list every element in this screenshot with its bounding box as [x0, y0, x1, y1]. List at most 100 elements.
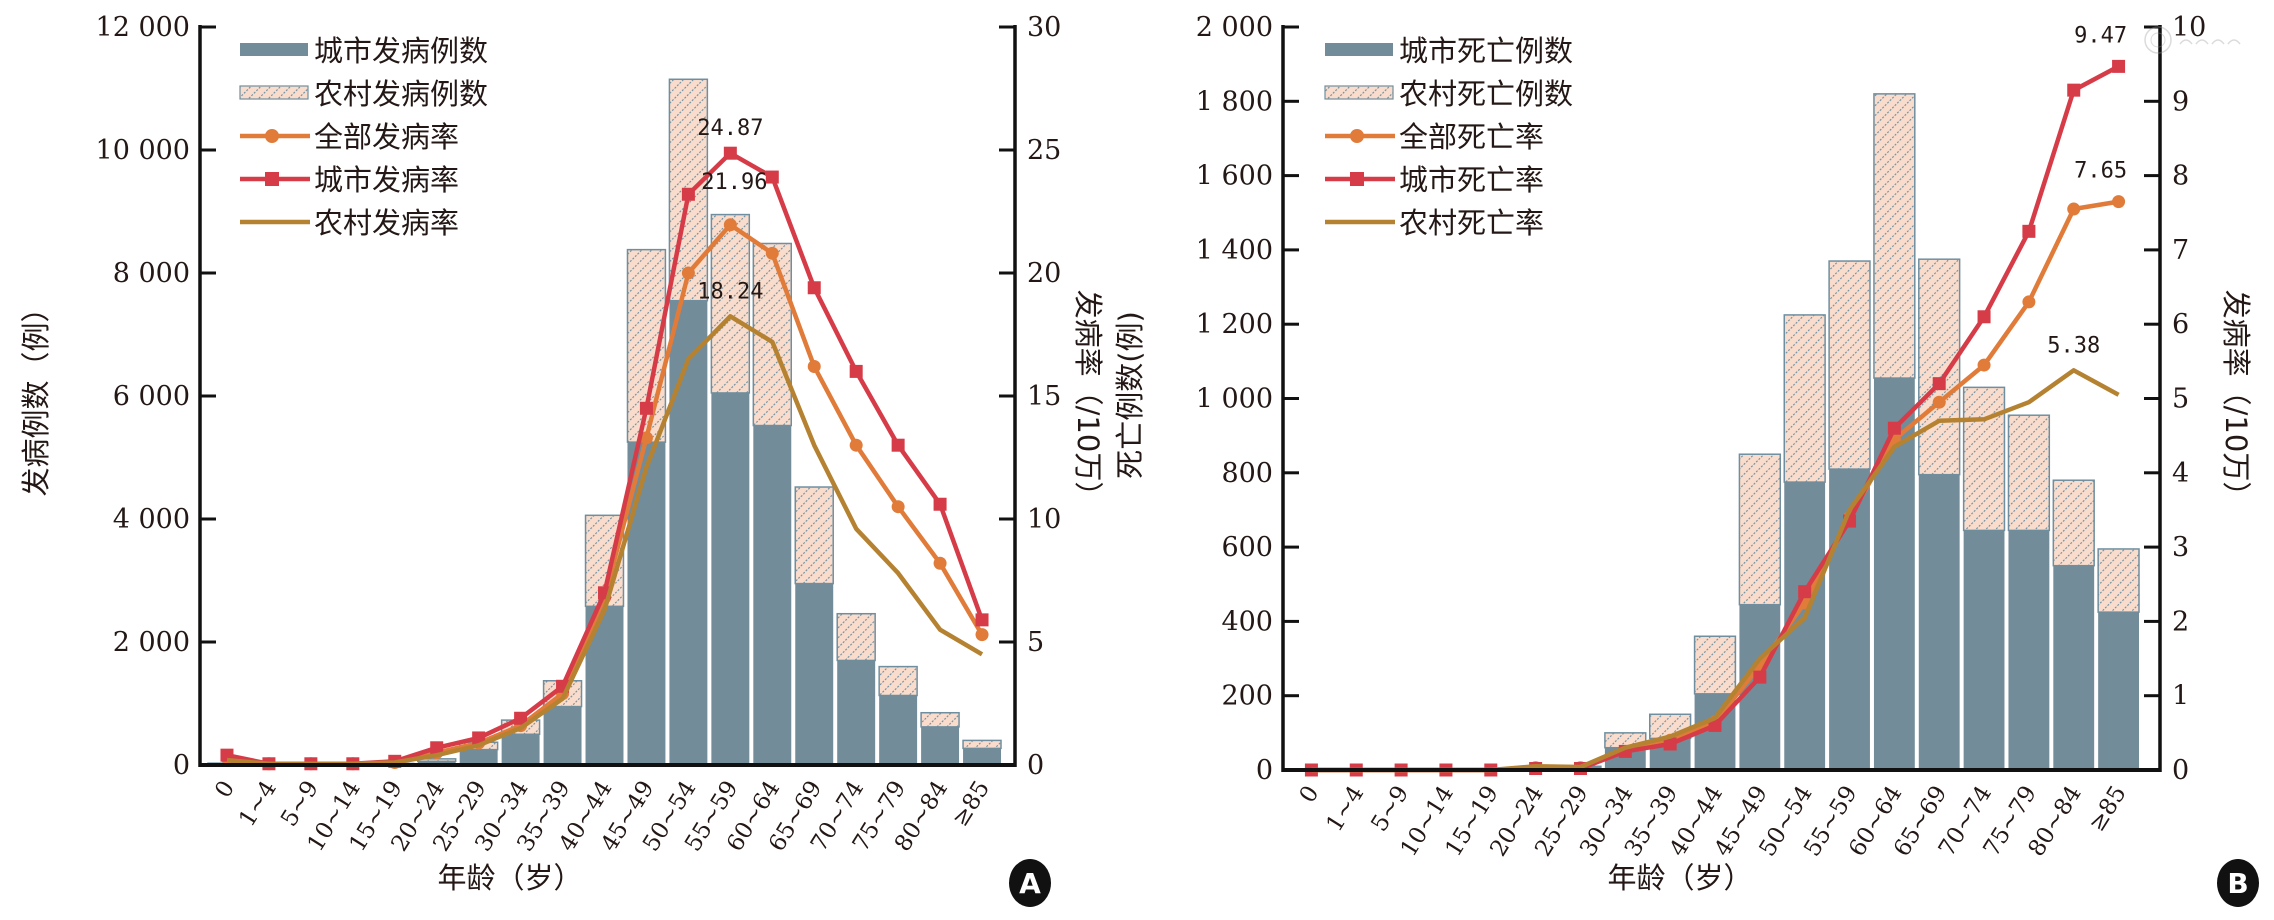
bar-urban — [543, 706, 582, 765]
marker-square — [1663, 737, 1677, 751]
y-right-tick-label: 5 — [2172, 384, 2189, 415]
bar-urban — [711, 392, 750, 765]
x-axis-title: 年龄（岁） — [437, 861, 582, 895]
bar-rural — [1873, 93, 1916, 379]
y-axis-right-title: 发病率（/10万） — [2219, 290, 2253, 511]
y-right-tick-label: 0 — [1027, 750, 1044, 781]
bar-urban — [501, 734, 540, 765]
marker-square — [1798, 585, 1812, 599]
marker-circle — [807, 359, 821, 373]
y-right-tick-label: 15 — [1027, 381, 1061, 412]
x-tick-label: ≥85 — [947, 776, 995, 831]
y-right-tick-label: 3 — [2172, 532, 2189, 563]
legend-swatch-rural-bar — [239, 85, 309, 100]
bars-group — [1514, 93, 2140, 770]
y-left-tick-label: 400 — [1221, 606, 1273, 637]
bar-urban — [753, 425, 792, 765]
marker-square — [849, 364, 863, 378]
marker-circle — [1977, 358, 1991, 372]
bar-urban — [669, 300, 708, 765]
legend-swatch-urban-bar — [1325, 43, 1393, 56]
category-labels-group: 01~45~910~1415~1920~2425~2930~3435~3940~… — [1295, 781, 2132, 861]
marker-square — [723, 146, 737, 160]
marker-square — [514, 711, 528, 725]
marker-circle — [975, 628, 989, 642]
bar-urban — [2098, 612, 2139, 770]
data-label: 9.47 — [2074, 23, 2127, 48]
legend-label: 城市死亡例数 — [1399, 34, 1573, 68]
bar-urban — [921, 726, 960, 765]
y-right-tick-label: 10 — [2172, 12, 2206, 43]
bar-rural — [2007, 414, 2051, 532]
annotations-group: 24.87 21.96 18.24 — [697, 116, 767, 304]
y-left-tick-label: 2 000 — [113, 627, 190, 658]
y-left-tick-label: 2 000 — [1196, 12, 1273, 43]
legend-marker-square — [265, 172, 279, 186]
marker-square — [2112, 59, 2126, 73]
marker-square — [1708, 718, 1722, 732]
marker-circle — [933, 556, 947, 570]
watermark-seal — [2144, 26, 2241, 54]
bar-rural — [1828, 260, 1871, 470]
y-right-tick-label: 30 — [1027, 12, 1061, 43]
y-right-tick-label: 1 — [2172, 681, 2189, 712]
marker-circle — [2022, 295, 2036, 309]
marker-circle — [765, 246, 779, 260]
x-tick-label: 1~4 — [1322, 781, 1370, 836]
bar-rural — [836, 612, 876, 662]
x-axis-title: 年龄（岁） — [1607, 861, 1752, 895]
y-left-tick-label: 1 200 — [1196, 309, 1273, 340]
bar-urban — [837, 660, 876, 765]
y-right-tick-label: 4 — [2172, 458, 2189, 489]
bar-urban — [879, 695, 918, 765]
data-label: 21.96 — [701, 170, 767, 195]
y-axis-left-title: 死亡例数(例) — [1113, 311, 1147, 479]
marker-circle — [2067, 202, 2081, 216]
marker-circle — [891, 500, 905, 514]
bar-urban — [2008, 530, 2050, 770]
bar-rural — [2097, 548, 2140, 613]
marker-square — [1887, 421, 1901, 435]
x-tick-label: 0 — [1295, 781, 1325, 807]
x-tick-label: 0 — [210, 776, 240, 802]
y-right-tick-label: 2 — [2172, 606, 2189, 637]
legend-label: 农村死亡例数 — [1399, 77, 1573, 111]
legend-label: 全部发病率 — [314, 120, 459, 154]
legend-label: 全部死亡率 — [1399, 120, 1544, 154]
bar-rural — [1738, 453, 1782, 606]
legend-label: 农村发病率 — [314, 206, 459, 240]
bar-rural — [1783, 314, 1826, 483]
marker-square — [891, 438, 905, 452]
y-axis-right-title: 发病率（/10万） — [1071, 290, 1105, 511]
bar-rural — [1962, 386, 2006, 532]
legend-label: 农村死亡率 — [1399, 206, 1544, 240]
y-left-tick-label: 1 600 — [1196, 161, 1273, 192]
badge-circle — [1009, 859, 1051, 907]
badge-label: B — [2227, 867, 2248, 900]
y-left-tick-label: 1 400 — [1196, 235, 1273, 266]
annotations-group: 9.47 7.65 5.38 — [2047, 23, 2127, 358]
y-left-tick-label: 4 000 — [113, 504, 190, 535]
y-left-tick-label: 200 — [1221, 681, 1273, 712]
panel-badge: A — [1009, 859, 1051, 907]
y-left-tick-label: 0 — [1256, 755, 1273, 786]
bar-urban — [795, 583, 834, 765]
legend-label: 城市死亡率 — [1399, 163, 1544, 197]
bar-rural — [920, 711, 960, 728]
y-right-tick-label: 20 — [1027, 258, 1061, 289]
legend-marker-circle — [1350, 129, 1364, 143]
ticks-group: 0 200 400 600 800 1 000 1 200 1 400 1 600 1 800 2 … — [1196, 12, 2207, 786]
y-left-tick-label: 1 800 — [1196, 86, 1273, 117]
bar-rural — [710, 213, 751, 394]
marker-square — [1932, 377, 1946, 391]
bar-urban — [1918, 474, 1960, 770]
data-label: 7.65 — [2074, 159, 2127, 184]
marker-circle — [2112, 195, 2126, 209]
y-left-tick-label: 12 000 — [96, 12, 190, 43]
y-left-tick-label: 8 000 — [113, 258, 190, 289]
badge-label: A — [1019, 867, 1041, 900]
legend-marker-square — [1350, 172, 1364, 186]
x-tick-label: 1~4 — [234, 776, 282, 831]
